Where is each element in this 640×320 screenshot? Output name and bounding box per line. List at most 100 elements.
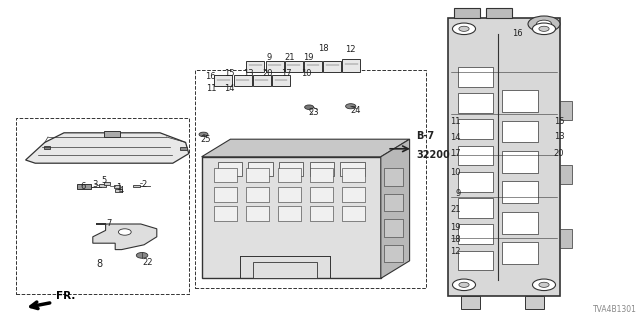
Text: 23: 23 — [308, 108, 319, 116]
Bar — [342, 187, 365, 202]
Circle shape — [459, 282, 469, 287]
Bar — [458, 67, 493, 87]
Bar — [195, 70, 426, 288]
Bar — [310, 168, 333, 182]
Text: 15: 15 — [224, 69, 234, 78]
Bar — [502, 242, 538, 264]
Circle shape — [539, 26, 549, 31]
Circle shape — [452, 279, 476, 291]
Polygon shape — [26, 133, 189, 163]
Text: 21: 21 — [284, 53, 294, 62]
Text: 13: 13 — [554, 132, 564, 140]
Bar — [278, 206, 301, 221]
Text: 17: 17 — [450, 149, 461, 158]
Bar — [278, 168, 301, 182]
Bar — [384, 245, 403, 262]
Bar — [44, 146, 50, 149]
Text: 21: 21 — [451, 205, 461, 214]
Text: 32200: 32200 — [416, 150, 450, 160]
Bar — [246, 187, 269, 202]
Bar — [214, 75, 232, 86]
Text: 4: 4 — [119, 186, 124, 195]
Polygon shape — [93, 224, 157, 250]
Text: 9: 9 — [266, 53, 271, 62]
Bar — [304, 61, 322, 72]
Text: FR.: FR. — [56, 292, 75, 301]
Bar — [114, 185, 120, 188]
Polygon shape — [202, 139, 410, 157]
Bar — [272, 75, 290, 86]
Text: 17: 17 — [282, 69, 292, 78]
Bar — [214, 187, 237, 202]
Circle shape — [136, 252, 148, 258]
Text: 3: 3 — [92, 180, 97, 188]
Circle shape — [532, 23, 556, 35]
Text: 2: 2 — [141, 180, 147, 188]
Bar — [323, 61, 341, 72]
Bar — [279, 162, 303, 176]
Bar — [502, 212, 538, 234]
Bar — [246, 61, 264, 72]
Bar — [104, 131, 120, 137]
Bar — [502, 121, 538, 142]
Bar — [458, 93, 493, 113]
Bar — [278, 187, 301, 202]
Text: 8: 8 — [96, 259, 102, 269]
Bar — [342, 59, 360, 72]
Circle shape — [528, 16, 560, 32]
Bar — [458, 198, 493, 218]
Text: 12: 12 — [346, 45, 356, 54]
Text: 13: 13 — [243, 69, 253, 78]
Bar — [486, 8, 512, 18]
Bar — [502, 181, 538, 203]
Text: 14: 14 — [451, 133, 461, 142]
Bar — [214, 206, 237, 221]
Bar — [266, 61, 284, 72]
Bar — [461, 296, 480, 309]
Bar — [384, 194, 403, 211]
Bar — [310, 162, 334, 176]
Text: 20: 20 — [262, 69, 273, 78]
Text: 18: 18 — [318, 44, 328, 52]
Circle shape — [539, 282, 549, 287]
Text: 19: 19 — [303, 53, 314, 62]
Circle shape — [459, 26, 469, 31]
Text: 25: 25 — [201, 135, 211, 144]
Bar — [384, 168, 403, 186]
Text: 1: 1 — [116, 183, 121, 192]
Bar — [502, 151, 538, 173]
Circle shape — [118, 229, 131, 235]
Bar — [248, 162, 273, 176]
Bar — [502, 90, 538, 112]
Circle shape — [199, 132, 208, 137]
Polygon shape — [381, 139, 410, 278]
Text: 19: 19 — [451, 223, 461, 232]
Bar — [285, 61, 303, 72]
Bar — [310, 206, 333, 221]
Bar — [133, 185, 140, 187]
Circle shape — [346, 104, 356, 109]
Text: 9: 9 — [456, 189, 461, 198]
Bar — [99, 184, 106, 187]
Text: 5: 5 — [102, 176, 107, 185]
Text: 15: 15 — [554, 117, 564, 126]
Text: 16: 16 — [512, 29, 523, 38]
Text: 16: 16 — [205, 72, 215, 81]
Bar — [115, 189, 122, 192]
Bar — [458, 119, 493, 139]
Bar — [340, 162, 365, 176]
Bar — [104, 182, 110, 185]
Text: 10: 10 — [301, 69, 311, 78]
Bar — [458, 251, 493, 270]
Text: 22: 22 — [142, 258, 152, 267]
Bar — [458, 172, 493, 192]
Circle shape — [452, 23, 476, 35]
Circle shape — [532, 279, 556, 291]
Circle shape — [305, 105, 314, 109]
Bar — [202, 157, 381, 278]
Bar — [246, 168, 269, 182]
Bar — [310, 187, 333, 202]
Bar — [454, 8, 480, 18]
Text: 10: 10 — [451, 168, 461, 177]
Text: 12: 12 — [451, 247, 461, 256]
